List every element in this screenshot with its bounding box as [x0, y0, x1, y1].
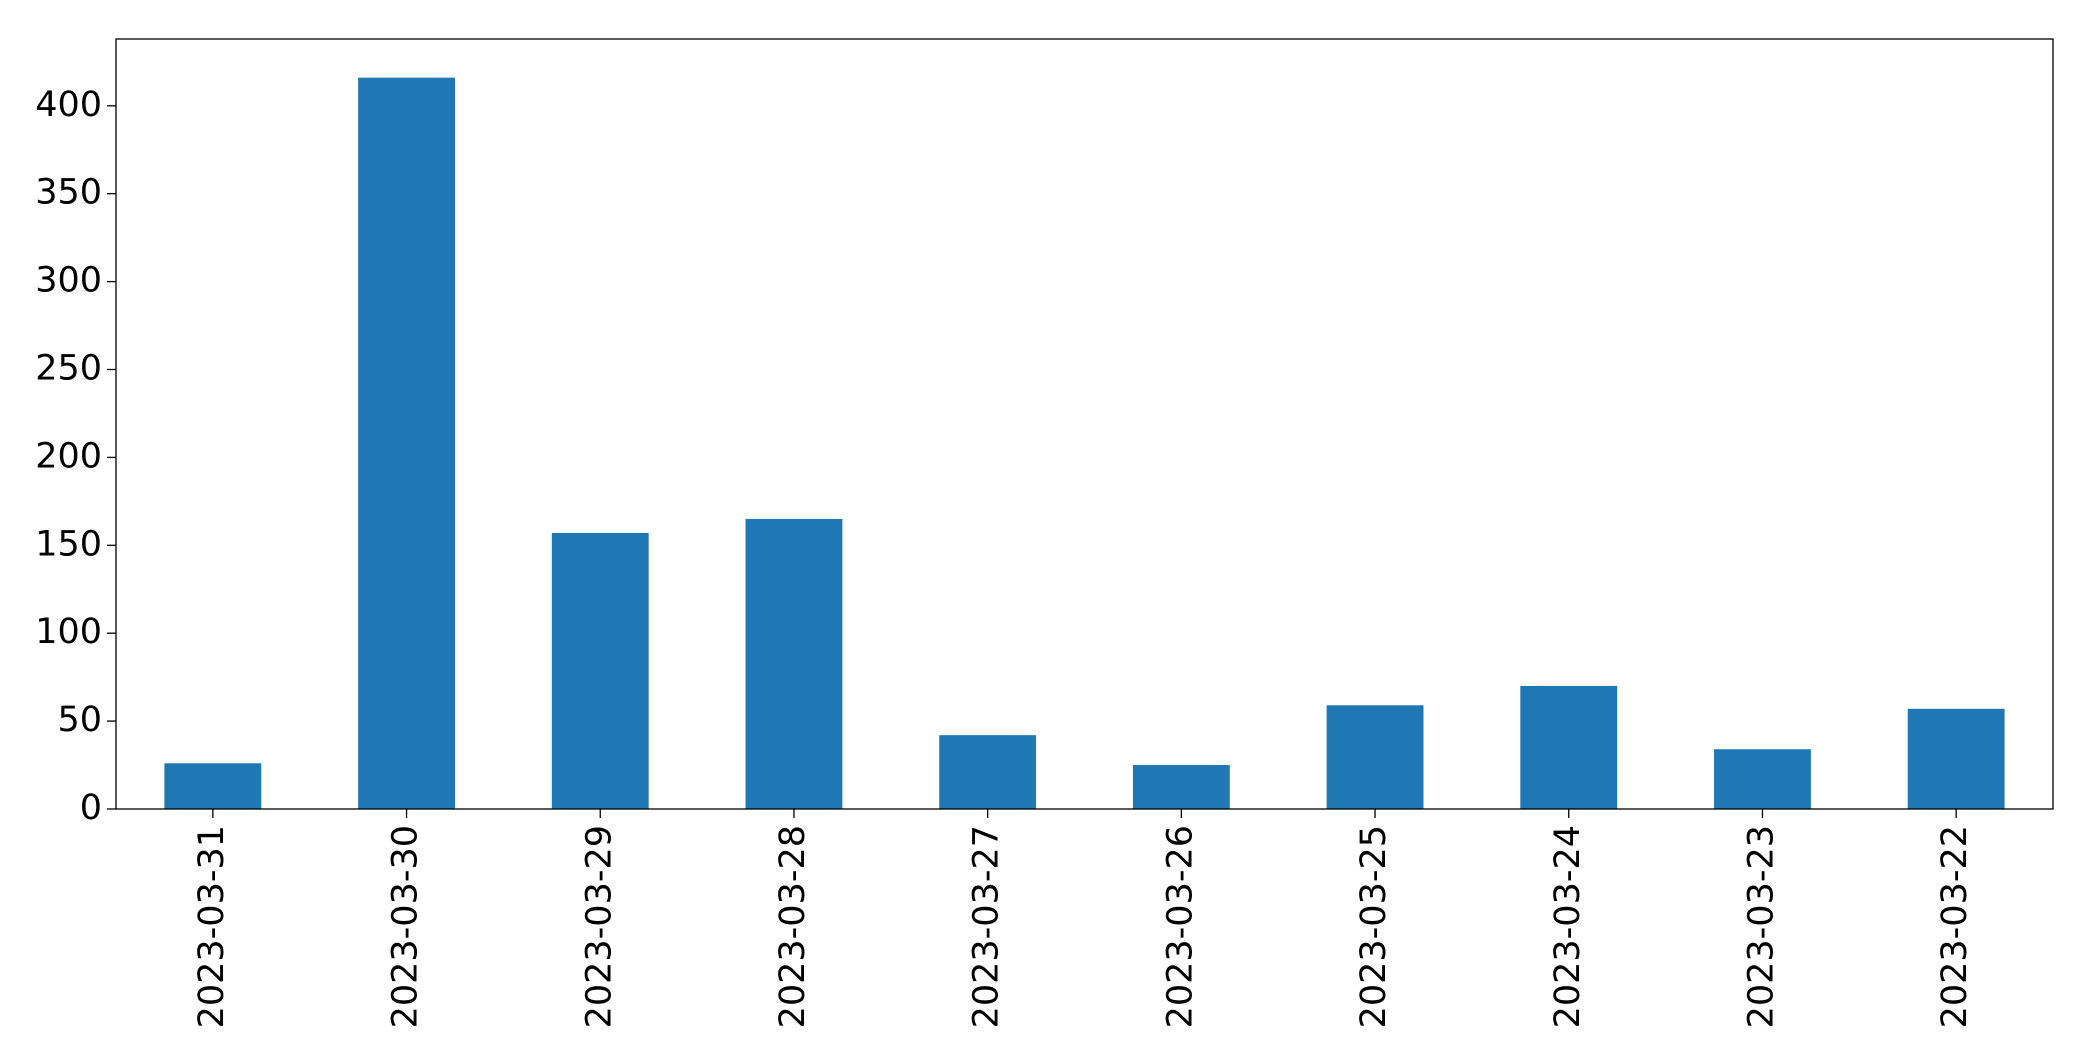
x-tick-label: 2023-03-22 — [1935, 825, 1975, 1028]
y-tick-label: 400 — [35, 85, 102, 125]
y-tick-label: 0 — [80, 788, 102, 828]
y-tick-label: 300 — [35, 261, 102, 301]
y-tick-label: 200 — [35, 436, 102, 476]
y-tick-label: 350 — [35, 173, 102, 213]
bar — [1520, 685, 1618, 809]
x-tick-label: 2023-03-30 — [386, 825, 426, 1028]
bar — [939, 735, 1037, 809]
x-tick-label: 2023-03-24 — [1548, 825, 1588, 1028]
y-tick-label: 250 — [35, 349, 102, 389]
y-tick-label: 50 — [57, 700, 102, 740]
x-tick-label: 2023-03-26 — [1160, 825, 1200, 1028]
bar — [1907, 708, 2005, 809]
y-tick-label: 150 — [35, 524, 102, 564]
bar — [1132, 765, 1230, 809]
x-tick-label: 2023-03-25 — [1354, 825, 1394, 1028]
bar — [1326, 705, 1424, 809]
x-tick-label: 2023-03-29 — [579, 825, 619, 1028]
x-tick-label: 2023-03-23 — [1741, 825, 1781, 1028]
x-tick-label: 2023-03-28 — [773, 825, 813, 1028]
bar — [1714, 749, 1811, 809]
bar — [745, 518, 843, 809]
bar — [164, 763, 262, 809]
plot-frame — [115, 38, 2054, 810]
x-tick-label: 2023-03-27 — [967, 825, 1007, 1028]
x-tick-label: 2023-03-31 — [192, 825, 232, 1028]
y-tick-label: 100 — [35, 612, 102, 652]
bar — [551, 532, 649, 809]
bar — [358, 77, 455, 810]
